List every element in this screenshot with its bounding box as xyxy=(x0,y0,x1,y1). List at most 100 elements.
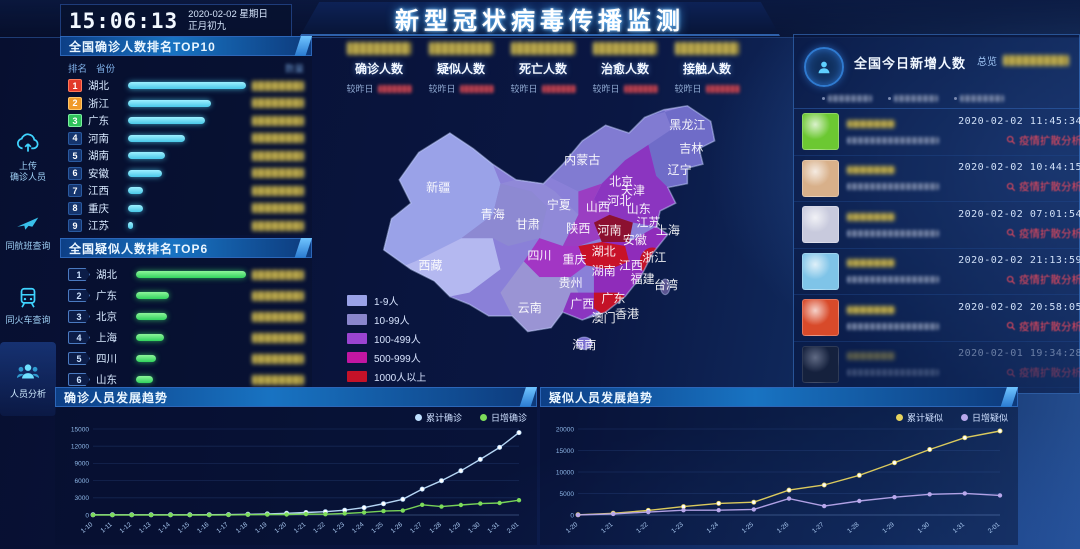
stat-value-redacted xyxy=(675,42,739,55)
legend-row: 10-99人 xyxy=(347,312,426,327)
table-row[interactable]: 4 上海 xyxy=(68,327,304,348)
legend-swatch xyxy=(347,314,367,325)
sidebar-item-upload-confirmed[interactable]: 上传 确诊人员 xyxy=(0,120,56,194)
value-redacted xyxy=(252,150,304,161)
person-info xyxy=(847,166,939,191)
svg-text:2-01: 2-01 xyxy=(987,521,1002,535)
spread-analysis-link[interactable]: 疫情扩散分析 xyxy=(1006,319,1080,334)
hainan-island[interactable] xyxy=(575,336,593,351)
table-row[interactable]: 9 江苏 xyxy=(68,217,304,235)
table-row[interactable]: 2 浙江 xyxy=(68,95,304,113)
legend-swatch xyxy=(347,371,367,382)
legend-row: 500-999人 xyxy=(347,350,426,365)
legend-item[interactable]: 日增疑似 xyxy=(960,411,1008,424)
svg-text:6000: 6000 xyxy=(75,478,90,485)
legend-label: 10-99人 xyxy=(374,316,410,327)
penguin-avatar xyxy=(802,345,839,383)
dolphin-avatar xyxy=(802,252,839,290)
person-detail-redacted xyxy=(847,322,939,330)
spread-analysis-link[interactable]: 疫情扩散分析 xyxy=(1006,133,1080,148)
value-bar xyxy=(128,222,133,230)
table-row[interactable]: 3 广东 xyxy=(68,112,304,130)
legend-item[interactable]: 累计疑似 xyxy=(895,411,943,424)
value-bar-track xyxy=(136,292,246,299)
value-bar-track xyxy=(136,271,246,278)
table-row[interactable]: 5 湖南 xyxy=(68,147,304,165)
table-row[interactable]: 2 广东 xyxy=(68,285,304,306)
rank-badge: 2 xyxy=(68,289,90,302)
overview-label: 总览 xyxy=(977,57,997,68)
svg-text:云南: 云南 xyxy=(518,300,542,315)
value-redacted xyxy=(252,374,304,385)
sidebar-item-label: 同火车查询 xyxy=(5,314,51,325)
stat-value-redacted xyxy=(511,42,575,55)
svg-text:湖南: 湖南 xyxy=(592,263,616,278)
list-item[interactable]: 2020-02-02 11:45:34 疫情扩散分析 xyxy=(794,109,1080,156)
spread-analysis-link[interactable]: 疫情扩散分析 xyxy=(1006,365,1080,380)
delta-value-redacted xyxy=(705,84,740,93)
spread-analysis-link[interactable]: 疫情扩散分析 xyxy=(1006,179,1080,194)
people-icon xyxy=(15,359,41,385)
table-row[interactable]: 1 湖北 xyxy=(68,264,304,285)
person-info xyxy=(847,305,939,330)
tab-redacted[interactable] xyxy=(954,95,1004,102)
sidebar-item-person-analysis[interactable]: 人员分析 xyxy=(0,342,56,416)
delta-value-redacted xyxy=(623,84,658,93)
person-meta: 2020-02-02 11:45:34 疫情扩散分析 xyxy=(947,116,1080,148)
rank-badge: 3 xyxy=(68,310,90,323)
value-bar-track xyxy=(128,134,246,142)
delta-label: 较昨日 xyxy=(428,84,456,94)
list-item[interactable]: 2020-02-02 10:44:15 疫情扩散分析 xyxy=(794,156,1080,202)
taiwan-island[interactable] xyxy=(659,278,671,296)
person-name-redacted xyxy=(847,259,895,268)
list-item[interactable]: 2020-02-01 19:34:28 疫情扩散分析 xyxy=(794,342,1080,388)
table-row[interactable]: 4 河南 xyxy=(68,130,304,148)
sidebar-item-same-flight[interactable]: 同航班查询 xyxy=(0,194,56,268)
svg-text:1-16: 1-16 xyxy=(196,521,211,535)
list-item[interactable]: 2020-02-02 21:13:59 疫情扩散分析 xyxy=(794,249,1080,295)
spread-analysis-link[interactable]: 疫情扩散分析 xyxy=(1006,272,1080,287)
tab-redacted[interactable] xyxy=(888,95,938,102)
svg-text:广西: 广西 xyxy=(570,297,594,311)
clock-date: 2020-02-02 星期日 正月初九 xyxy=(188,9,268,33)
table-row[interactable]: 3 北京 xyxy=(68,306,304,327)
value-bar xyxy=(128,117,205,125)
legend-label: 1000人以上 xyxy=(374,373,427,384)
table-row[interactable]: 7 江西 xyxy=(68,182,304,200)
sidebar-item-same-train[interactable]: 同火车查询 xyxy=(0,268,56,342)
table-row[interactable]: 5 四川 xyxy=(68,348,304,369)
legend-item[interactable]: 累计确诊 xyxy=(414,411,462,424)
svg-text:1-31: 1-31 xyxy=(486,521,501,535)
svg-text:江西: 江西 xyxy=(619,258,643,272)
list-item[interactable]: 2020-02-02 20:58:05 疫情扩散分析 xyxy=(794,295,1080,342)
svg-text:1-21: 1-21 xyxy=(600,521,615,535)
spread-analysis-link[interactable]: 疫情扩散分析 xyxy=(1006,226,1080,241)
value-bar xyxy=(128,99,211,107)
stat-item: 疑似人数 较昨日 xyxy=(420,42,502,106)
train-icon xyxy=(15,285,41,311)
new-cases-header: 全国今日新增人数 总览 xyxy=(794,35,1079,93)
timestamp: 2020-02-02 07:01:54 xyxy=(958,208,1080,220)
magnifier-icon xyxy=(1006,322,1016,331)
tab-redacted[interactable] xyxy=(822,95,872,102)
svg-text:1-22: 1-22 xyxy=(635,521,650,535)
table-row[interactable]: 1 湖北 xyxy=(68,77,304,95)
table-row[interactable]: 6 山东 xyxy=(68,369,304,390)
svg-text:1-29: 1-29 xyxy=(448,521,463,535)
legend-item[interactable]: 日增确诊 xyxy=(479,411,527,424)
stat-item: 接触人数 较昨日 xyxy=(666,42,748,106)
person-name-redacted xyxy=(847,352,895,361)
value-bar-track xyxy=(128,187,246,195)
value-redacted xyxy=(252,133,304,144)
list-item[interactable]: 2020-02-02 07:01:54 疫情扩散分析 xyxy=(794,202,1080,249)
person-info xyxy=(847,119,939,144)
panel-header: 疑似人员发展趋势 xyxy=(540,387,1018,407)
svg-text:1-27: 1-27 xyxy=(409,521,424,535)
link-label: 疫情扩散分析 xyxy=(1019,134,1080,147)
table-row[interactable]: 8 重庆 xyxy=(68,200,304,218)
value-bar-track xyxy=(136,355,246,362)
table-row[interactable]: 6 安徽 xyxy=(68,165,304,183)
svg-text:甘肃: 甘肃 xyxy=(516,217,540,231)
svg-text:2-01: 2-01 xyxy=(506,521,521,535)
